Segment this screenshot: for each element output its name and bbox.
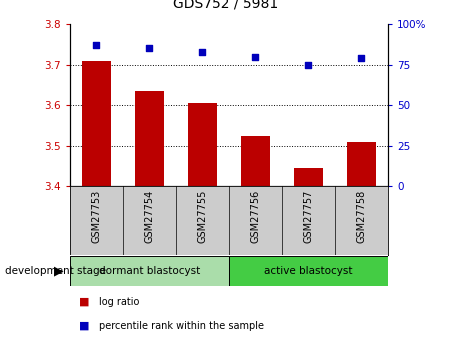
- Bar: [70, 256, 229, 286]
- Bar: [241, 136, 270, 186]
- Bar: [347, 142, 376, 186]
- Text: GSM27754: GSM27754: [144, 190, 154, 243]
- Bar: [229, 256, 388, 286]
- Text: GSM27757: GSM27757: [304, 190, 313, 243]
- Text: log ratio: log ratio: [99, 297, 140, 307]
- Text: GSM27753: GSM27753: [92, 190, 101, 243]
- Text: GSM27758: GSM27758: [356, 190, 366, 243]
- Text: development stage: development stage: [5, 266, 106, 276]
- Text: GSM27755: GSM27755: [198, 190, 207, 243]
- Point: [199, 49, 206, 55]
- Text: ■: ■: [79, 297, 89, 307]
- Text: active blastocyst: active blastocyst: [264, 266, 353, 276]
- Point: [305, 62, 312, 68]
- Point: [252, 54, 259, 59]
- Point: [93, 42, 100, 48]
- Text: GDS752 / 5981: GDS752 / 5981: [173, 0, 278, 10]
- Point: [146, 46, 153, 51]
- Text: ▶: ▶: [54, 264, 64, 277]
- Bar: [135, 91, 164, 186]
- Text: dormant blastocyst: dormant blastocyst: [99, 266, 200, 276]
- Bar: [188, 103, 217, 186]
- Text: percentile rank within the sample: percentile rank within the sample: [99, 321, 264, 331]
- Bar: [82, 61, 111, 186]
- Bar: [294, 168, 323, 186]
- Text: ■: ■: [79, 321, 89, 331]
- Text: GSM27756: GSM27756: [250, 190, 260, 243]
- Point: [358, 56, 365, 61]
